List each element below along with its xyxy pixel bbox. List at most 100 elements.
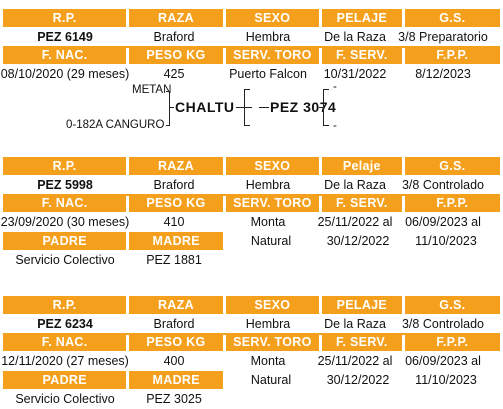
value-row-1: PEZ 6149 Braford Hembra De la Raza 3/8 P… — [3, 27, 500, 46]
connector-line — [244, 89, 245, 125]
pelaje-value: De la Raza — [324, 316, 386, 331]
rp-header: R.P. — [3, 157, 127, 175]
value-row-3: Natural 30/12/2022 11/10/2023 — [224, 231, 500, 250]
peso-value: 410 — [163, 214, 185, 229]
serv-toro-value: Monta — [250, 353, 286, 368]
fserv-header: F. SERV. — [322, 46, 402, 64]
gs-header: G.S. — [404, 157, 500, 175]
connector-line — [259, 107, 269, 108]
sire-sire-label: METAN — [132, 84, 172, 96]
peso-header: PESO KG — [129, 194, 223, 212]
madre-header: MADRE — [129, 232, 223, 250]
fpp-value: 06/09/2023 al — [405, 214, 481, 229]
fserv-value: 25/11/2022 al — [317, 214, 393, 229]
fserv-header: F. SERV. — [322, 333, 402, 351]
connector-line — [166, 91, 170, 92]
header-row-2: F. NAC. PESO KG SERV. TORO F. SERV. F.P.… — [3, 194, 500, 212]
peso-value: 425 — [163, 66, 185, 81]
serv-toro-header: SERV. TORO — [225, 46, 320, 64]
fserv-header: F. SERV. — [322, 194, 402, 212]
dash-1: - — [333, 81, 337, 93]
pelaje-value: De la Raza — [324, 177, 386, 192]
rp-header: R.P. — [3, 9, 127, 27]
value-row-2: 08/10/2020 (29 meses) 425 Puerto Falcon … — [1, 64, 500, 83]
fpp-header: F.P.P. — [404, 46, 500, 64]
fserv-value: 10/31/2022 — [323, 66, 387, 81]
serv-toro-value: Monta — [250, 214, 286, 229]
raza-header: RAZA — [129, 157, 223, 175]
fserv-value-2: 30/12/2022 — [326, 372, 390, 387]
value-row-2: 12/11/2020 (27 meses) 400 Monta 25/11/20… — [1, 351, 500, 370]
fpp-value: 06/09/2023 al — [405, 353, 481, 368]
value-row-1: PEZ 6234 Braford Hembra De la Raza 3/8 C… — [3, 314, 500, 333]
header-row-2: F. NAC. PESO KG SERV. TORO F. SERV. F.P.… — [3, 46, 500, 64]
connector-line — [244, 125, 250, 126]
peso-header: PESO KG — [129, 46, 223, 64]
header-row-1: R.P. RAZA SEXO PELAJE G.S. — [3, 296, 500, 314]
pelaje-value: De la Raza — [324, 29, 386, 44]
sexo-header: SEXO — [225, 296, 320, 314]
rp-value: PEZ 5998 — [37, 177, 93, 192]
serv-toro-value-2: Natural — [250, 372, 292, 387]
fnac-header: F. NAC. — [3, 194, 127, 212]
fpp-value-2: 11/10/2023 — [415, 372, 477, 387]
fpp-header: F.P.P. — [404, 333, 500, 351]
gs-value: 3/8 Controlado — [401, 316, 484, 331]
self-label: PEZ 3074 — [270, 99, 337, 115]
madre-header: MADRE — [129, 371, 223, 389]
peso-value: 400 — [163, 353, 185, 368]
value-row-3: Natural 30/12/2022 11/10/2023 — [224, 370, 500, 389]
padre-value: Servicio Colectivo — [15, 252, 115, 267]
sexo-value: Hembra — [245, 316, 291, 331]
value-row-1: PEZ 5998 Braford Hembra De la Raza 3/8 C… — [3, 175, 500, 194]
parents-value-row: Servicio Colectivo PEZ 1881 — [3, 250, 223, 269]
sexo-header: SEXO — [225, 157, 320, 175]
header-row-1: R.P. RAZA SEXO Pelaje G.S. — [3, 157, 500, 175]
sire-label: CHALTU — [175, 99, 235, 115]
rp-value: PEZ 6149 — [37, 29, 93, 44]
connector-line — [319, 107, 323, 108]
connector-line — [166, 125, 170, 126]
rp-header: R.P. — [3, 296, 127, 314]
padre-value: Servicio Colectivo — [15, 391, 115, 406]
connector-line — [323, 89, 329, 90]
connector-line — [169, 91, 170, 125]
fpp-value: 8/12/2023 — [415, 66, 471, 81]
connector-line — [169, 107, 174, 108]
fpp-value-2: 11/10/2023 — [415, 233, 477, 248]
connector-line — [244, 89, 250, 90]
raza-value: Braford — [153, 316, 195, 331]
connector-line — [323, 125, 329, 126]
rp-value: PEZ 6234 — [37, 316, 93, 331]
gs-value: 3/8 Preparatorio — [398, 29, 488, 44]
madre-value: PEZ 1881 — [146, 252, 202, 267]
header-row-1: R.P. RAZA SEXO PELAJE G.S. — [3, 9, 500, 27]
serv-toro-value: Puerto Falcon — [229, 66, 307, 81]
raza-value: Braford — [153, 29, 195, 44]
parents-header-row: PADRE MADRE — [3, 371, 223, 389]
raza-value: Braford — [153, 177, 195, 192]
sire-dam-label: 0-182A CANGURO — [66, 119, 165, 131]
fserv-value-2: 30/12/2022 — [326, 233, 390, 248]
fnac-header: F. NAC. — [3, 333, 127, 351]
madre-value: PEZ 3025 — [146, 391, 202, 406]
padre-header: PADRE — [3, 371, 127, 389]
serv-toro-header: SERV. TORO — [225, 194, 320, 212]
raza-header: RAZA — [129, 296, 223, 314]
header-row-2: F. NAC. PESO KG SERV. TORO F. SERV. F.P.… — [3, 333, 500, 351]
serv-toro-header: SERV. TORO — [225, 333, 320, 351]
dash-2: - — [333, 120, 337, 132]
fnac-value: 12/11/2020 (27 meses) — [1, 353, 129, 368]
pelaje-header: PELAJE — [322, 296, 402, 314]
pelaje-header: Pelaje — [322, 157, 402, 175]
fserv-value: 25/11/2022 al — [317, 353, 393, 368]
gs-value: 3/8 Controlado — [401, 177, 484, 192]
gs-header: G.S. — [404, 296, 500, 314]
fnac-value: 23/09/2020 (30 meses) — [0, 214, 130, 229]
peso-header: PESO KG — [129, 333, 223, 351]
parents-header-row: PADRE MADRE — [3, 232, 223, 250]
sexo-value: Hembra — [245, 29, 291, 44]
value-row-2: 23/09/2020 (30 meses) 410 Monta 25/11/20… — [0, 212, 500, 231]
fpp-header: F.P.P. — [404, 194, 500, 212]
connector-line — [323, 89, 324, 125]
